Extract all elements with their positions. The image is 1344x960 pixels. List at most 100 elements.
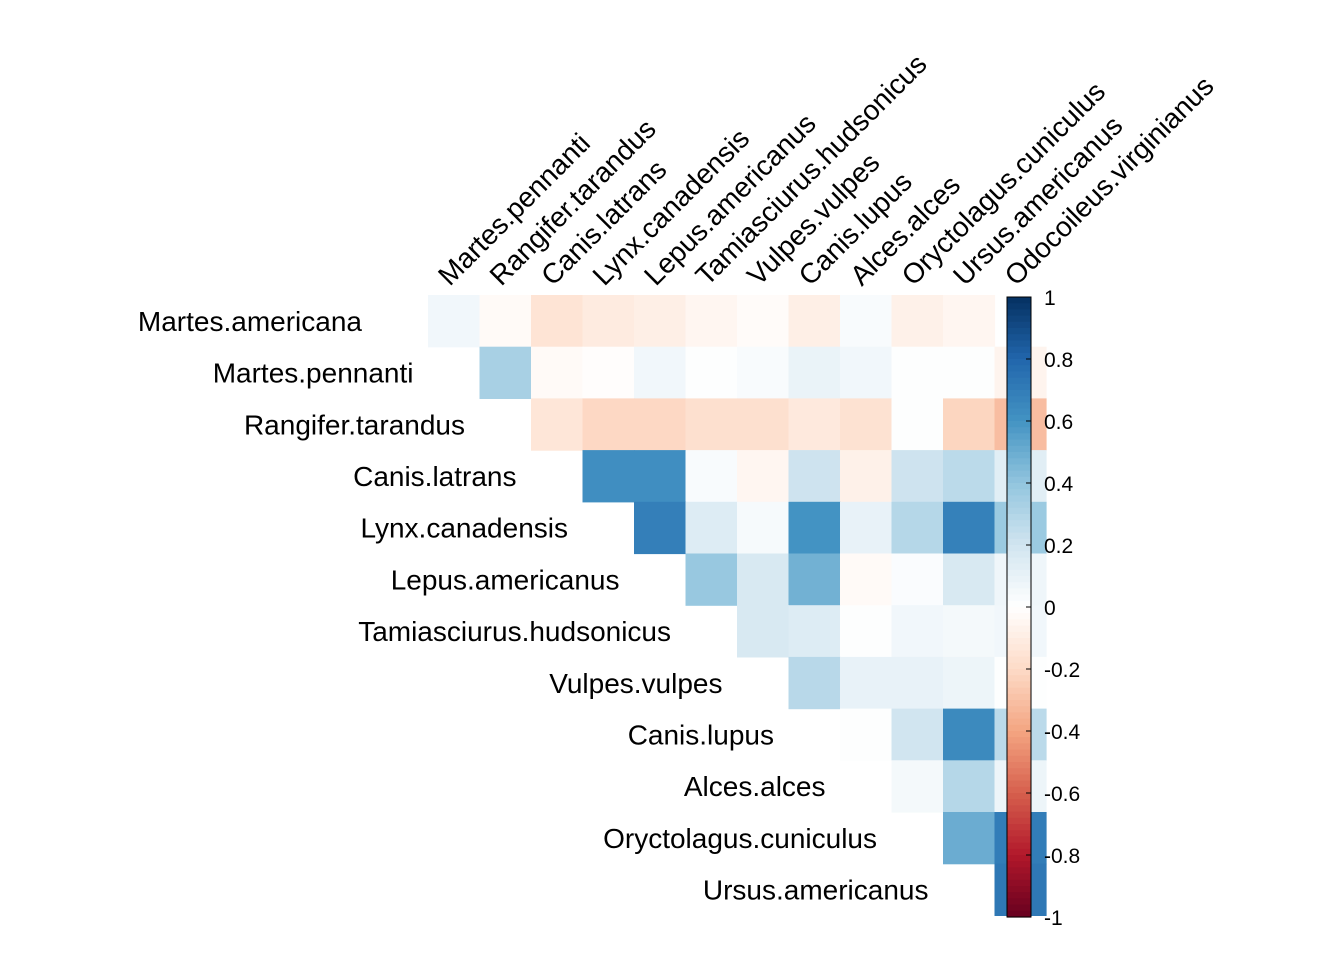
- row-label: Canis.latrans: [353, 461, 516, 492]
- colorbar-segment: [1007, 594, 1031, 602]
- heatmap-cell: [840, 501, 893, 555]
- heatmap-cell: [891, 295, 944, 348]
- heatmap-cell: [737, 450, 790, 503]
- colorbar-segment: [1007, 700, 1031, 707]
- heatmap-cell: [788, 501, 841, 555]
- colorbar-segment: [1007, 464, 1031, 472]
- colorbar-tick-label: -0.2: [1044, 659, 1080, 682]
- column-label: Odocoileus.virginianus: [999, 70, 1220, 291]
- row-label: Oryctolagus.cuniculus: [603, 823, 877, 854]
- colorbar-segment: [1007, 842, 1031, 850]
- colorbar-tick-label: -0.4: [1044, 721, 1081, 744]
- heatmap-cell: [840, 605, 893, 658]
- colorbar-segment: [1007, 749, 1031, 757]
- colorbar-segment: [1007, 439, 1031, 447]
- heatmap-cell: [840, 450, 893, 503]
- heatmap-cell: [685, 295, 738, 348]
- row-label: Alces.alces: [684, 771, 826, 802]
- colorbar-tick-label: -0.8: [1044, 845, 1080, 868]
- colorbar-segment: [1007, 799, 1031, 806]
- heatmap-cell: [582, 346, 635, 399]
- colorbar-segment: [1007, 848, 1031, 856]
- heatmap-cell: [943, 501, 996, 555]
- colorbar-segment: [1007, 507, 1031, 515]
- colorbar-segment: [1007, 328, 1031, 335]
- heatmap-cell: [840, 295, 893, 348]
- colorbar-segment: [1007, 830, 1031, 837]
- colorbar-segment: [1007, 768, 1031, 775]
- heatmap-cell: [634, 295, 687, 348]
- colorbar-segment: [1007, 414, 1031, 422]
- row-label: Vulpes.vulpes: [549, 668, 722, 699]
- heatmap-cell: [891, 760, 944, 813]
- colorbar-segment: [1007, 743, 1031, 751]
- heatmap-cell: [840, 398, 893, 451]
- colorbar-segment: [1007, 383, 1031, 391]
- colorbar-segment: [1007, 737, 1031, 744]
- colorbar-segment: [1007, 588, 1031, 596]
- colorbar-segment: [1007, 650, 1031, 658]
- column-label: Oryctolagus.cuniculus: [896, 76, 1112, 292]
- colorbar-segment: [1007, 855, 1031, 862]
- heatmap-cell: [891, 656, 944, 710]
- heatmap-cell: [840, 553, 893, 606]
- colorbar-segment: [1007, 408, 1031, 416]
- heatmap-cell: [788, 553, 841, 606]
- column-labels: Martes.pennantiRangifer.tarandusCanis.la…: [432, 48, 1220, 291]
- row-label: Ursus.americanus: [703, 875, 929, 906]
- colorbar-segment: [1007, 625, 1031, 633]
- heatmap-cell: [737, 553, 790, 606]
- heatmap-cell: [788, 605, 841, 658]
- colorbar-legend: 1 0.8 0.6 0.4 0.2 0 -0.2 -0.4 -0.6 -0.8 -1: [1006, 287, 1081, 930]
- colorbar-segment: [1007, 563, 1031, 571]
- heatmap-cell: [582, 295, 635, 348]
- heatmap-cell: [634, 346, 687, 399]
- heatmap-cell: [840, 346, 893, 399]
- colorbar-segment: [1007, 693, 1031, 701]
- colorbar-segment: [1007, 532, 1031, 540]
- heatmap-cell: [891, 346, 944, 399]
- heatmap-cell: [943, 812, 996, 865]
- heatmap-cell: [634, 450, 687, 503]
- colorbar-segment: [1007, 359, 1031, 366]
- colorbar-segment: [1007, 309, 1031, 317]
- colorbar-segment: [1007, 352, 1031, 360]
- colorbar-segment: [1007, 514, 1031, 521]
- heatmap-cell: [943, 398, 996, 451]
- colorbar-segment: [1007, 613, 1031, 620]
- heatmap-cell: [737, 501, 790, 555]
- colorbar-segment: [1007, 489, 1031, 496]
- heatmap-cell: [737, 398, 790, 451]
- colorbar-segment: [1007, 458, 1031, 465]
- heatmap-cell: [582, 450, 635, 503]
- colorbar-segment: [1007, 334, 1031, 341]
- colorbar-segment: [1007, 551, 1031, 558]
- heatmap-cell: [531, 295, 584, 348]
- heatmap-cell: [634, 501, 687, 555]
- colorbar-segment: [1007, 681, 1031, 689]
- colorbar-segment: [1007, 669, 1031, 676]
- colorbar-segment: [1007, 780, 1031, 788]
- colorbar-segment: [1007, 538, 1031, 546]
- colorbar-segment: [1007, 402, 1031, 410]
- heatmap-cell: [943, 605, 996, 658]
- colorbar-segment: [1007, 452, 1031, 459]
- colorbar-segment: [1007, 433, 1031, 441]
- heatmap-cell: [891, 605, 944, 658]
- colorbar-segment: [1007, 346, 1031, 354]
- colorbar-segment: [1007, 836, 1031, 844]
- row-label: Martes.pennanti: [213, 358, 414, 389]
- heatmap-cell: [943, 346, 996, 399]
- colorbar-segment: [1007, 582, 1031, 589]
- colorbar-segment: [1007, 873, 1031, 881]
- heatmap-cell: [634, 398, 687, 451]
- heatmap-cell: [428, 295, 481, 348]
- heatmap-cell: [685, 501, 738, 555]
- colorbar-segment: [1007, 600, 1031, 608]
- heatmap-cell: [685, 553, 738, 606]
- colorbar-segment: [1007, 377, 1031, 385]
- colorbar-segment: [1007, 904, 1031, 912]
- colorbar-segment: [1007, 867, 1031, 875]
- heatmap-cell: [737, 295, 790, 348]
- colorbar-segment: [1007, 718, 1031, 726]
